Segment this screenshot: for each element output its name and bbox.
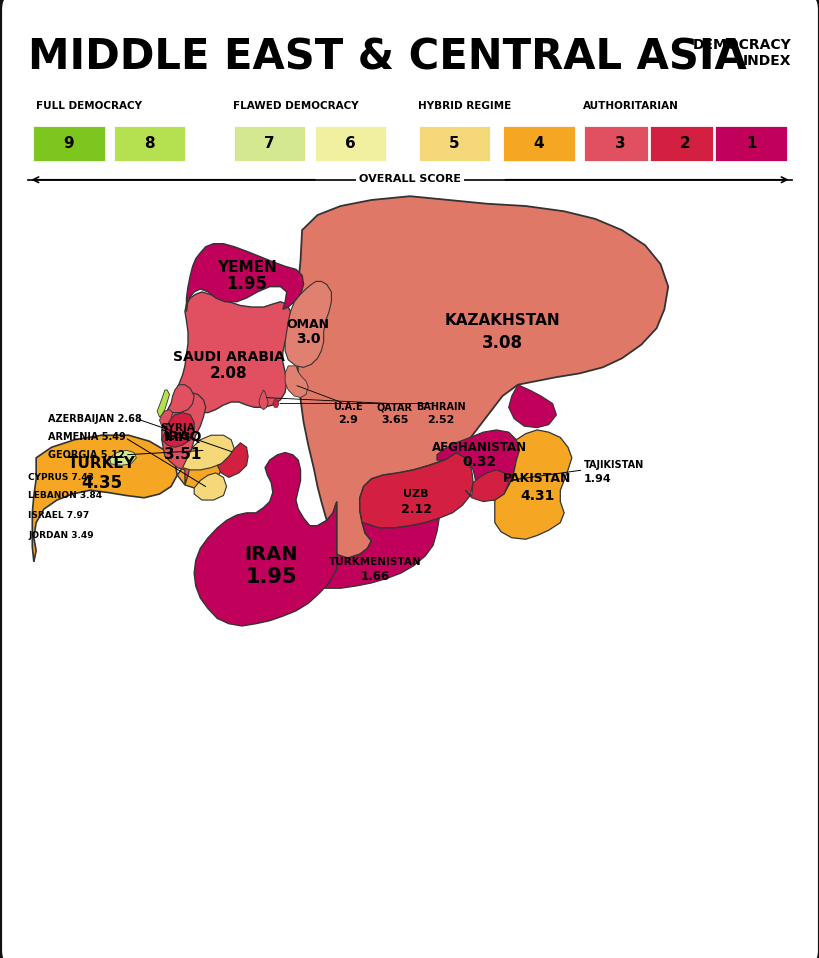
Text: 1.43: 1.43 <box>163 432 191 443</box>
Polygon shape <box>109 450 136 466</box>
Text: 6: 6 <box>345 136 355 151</box>
Text: MIDDLE EAST & CENTRAL ASIA: MIDDLE EAST & CENTRAL ASIA <box>29 36 746 79</box>
Text: IRAN: IRAN <box>244 545 297 564</box>
Polygon shape <box>465 469 508 502</box>
Text: 4: 4 <box>533 136 544 151</box>
Text: 3.65: 3.65 <box>381 415 408 424</box>
Text: AFGHANISTAN: AFGHANISTAN <box>432 441 527 454</box>
Polygon shape <box>159 410 172 426</box>
Polygon shape <box>273 399 278 407</box>
Polygon shape <box>194 473 226 500</box>
Text: OVERALL SCORE: OVERALL SCORE <box>359 174 460 184</box>
Text: TAJIKISTAN: TAJIKISTAN <box>583 461 643 470</box>
Polygon shape <box>167 385 194 413</box>
Text: 2.08: 2.08 <box>210 366 247 381</box>
Text: DEMOCRACY
INDEX: DEMOCRACY INDEX <box>692 38 790 68</box>
Text: HYBRID REGIME: HYBRID REGIME <box>417 102 510 111</box>
Text: SAUDI ARABIA: SAUDI ARABIA <box>173 350 284 364</box>
Text: GEORGIA 5.12: GEORGIA 5.12 <box>48 450 124 460</box>
Text: 7: 7 <box>264 136 274 151</box>
Polygon shape <box>183 435 234 469</box>
Polygon shape <box>161 392 206 485</box>
Polygon shape <box>437 430 518 500</box>
Bar <box>502 125 575 162</box>
Text: 3.0: 3.0 <box>296 332 320 347</box>
Polygon shape <box>294 196 667 561</box>
Text: 3.51: 3.51 <box>164 447 201 463</box>
Text: YEMEN: YEMEN <box>216 261 276 275</box>
Text: QATAR: QATAR <box>376 402 412 412</box>
Text: 4.35: 4.35 <box>81 473 122 491</box>
Polygon shape <box>285 366 308 398</box>
Bar <box>713 125 787 162</box>
Bar <box>417 125 491 162</box>
Text: JORDAN 3.49: JORDAN 3.49 <box>29 531 94 540</box>
Polygon shape <box>508 385 556 427</box>
Polygon shape <box>494 430 571 539</box>
Bar <box>32 125 106 162</box>
Polygon shape <box>161 413 194 447</box>
Polygon shape <box>259 390 268 410</box>
Polygon shape <box>157 390 170 417</box>
Text: 5: 5 <box>449 136 459 151</box>
Text: 2.52: 2.52 <box>427 415 454 424</box>
Text: UZB: UZB <box>403 489 428 499</box>
Text: AZERBAIJAN 2.68: AZERBAIJAN 2.68 <box>48 414 142 423</box>
Polygon shape <box>360 452 473 528</box>
Polygon shape <box>285 282 331 367</box>
Text: 1: 1 <box>745 136 755 151</box>
Text: LEBANON 3.84: LEBANON 3.84 <box>29 491 102 500</box>
Text: AUTHORITARIAN: AUTHORITARIAN <box>583 102 678 111</box>
Text: 1.95: 1.95 <box>226 275 267 293</box>
Bar <box>314 125 387 162</box>
Text: ARMENIA 5.49: ARMENIA 5.49 <box>48 432 125 443</box>
Polygon shape <box>167 292 290 413</box>
Polygon shape <box>32 435 177 561</box>
Polygon shape <box>294 502 439 588</box>
Text: OMAN: OMAN <box>287 318 329 331</box>
Bar <box>648 125 722 162</box>
Text: CYPRUS 7.43: CYPRUS 7.43 <box>29 473 94 482</box>
Text: 1.95: 1.95 <box>245 567 296 587</box>
Text: KAZAKHSTAN: KAZAKHSTAN <box>444 313 559 328</box>
Text: 4.31: 4.31 <box>519 489 554 503</box>
Text: 9: 9 <box>64 136 75 151</box>
Text: IRAQ: IRAQ <box>163 430 201 445</box>
Text: BAHRAIN: BAHRAIN <box>415 402 465 412</box>
Polygon shape <box>186 243 303 311</box>
Polygon shape <box>177 447 221 488</box>
Text: U.A.E: U.A.E <box>333 402 363 412</box>
Text: 3.08: 3.08 <box>482 334 523 353</box>
Text: 2.9: 2.9 <box>338 415 358 424</box>
Text: PAKISTAN: PAKISTAN <box>502 472 571 486</box>
Text: 3: 3 <box>614 136 625 151</box>
Polygon shape <box>194 452 337 626</box>
Text: 1.94: 1.94 <box>583 474 610 484</box>
Bar <box>113 125 186 162</box>
Text: ISRAEL 7.97: ISRAEL 7.97 <box>29 511 89 519</box>
Text: 8: 8 <box>144 136 155 151</box>
Text: FULL DEMOCRACY: FULL DEMOCRACY <box>36 102 142 111</box>
Text: 1.66: 1.66 <box>360 570 390 583</box>
Text: 2.12: 2.12 <box>400 503 431 515</box>
Bar <box>583 125 656 162</box>
Text: TURKMENISTAN: TURKMENISTAN <box>328 557 421 567</box>
Text: 2: 2 <box>679 136 690 151</box>
Text: TURKEY: TURKEY <box>68 456 135 471</box>
Polygon shape <box>217 443 248 477</box>
Text: FLAWED DEMOCRACY: FLAWED DEMOCRACY <box>233 102 358 111</box>
Bar <box>233 125 305 162</box>
Text: SYRIA: SYRIA <box>160 422 194 433</box>
Text: 0.32: 0.32 <box>462 455 495 469</box>
